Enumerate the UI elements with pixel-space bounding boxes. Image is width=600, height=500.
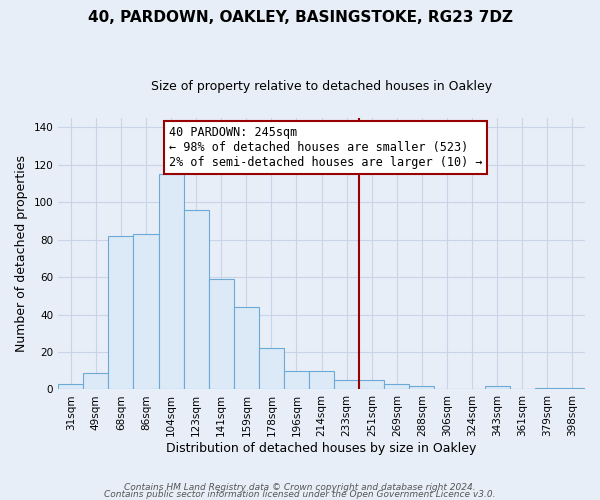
Bar: [535, 388, 560, 390]
X-axis label: Distribution of detached houses by size in Oakley: Distribution of detached houses by size …: [166, 442, 477, 455]
Bar: [309, 370, 334, 390]
Bar: [109, 236, 133, 390]
Bar: [234, 307, 259, 390]
Bar: [334, 380, 359, 390]
Bar: [284, 370, 309, 390]
Bar: [409, 386, 434, 390]
Text: 40 PARDOWN: 245sqm
← 98% of detached houses are smaller (523)
2% of semi-detache: 40 PARDOWN: 245sqm ← 98% of detached hou…: [169, 126, 482, 169]
Bar: [158, 174, 184, 390]
Bar: [184, 210, 209, 390]
Bar: [385, 384, 409, 390]
Bar: [133, 234, 158, 390]
Text: Contains HM Land Registry data © Crown copyright and database right 2024.: Contains HM Land Registry data © Crown c…: [124, 484, 476, 492]
Text: Contains public sector information licensed under the Open Government Licence v3: Contains public sector information licen…: [104, 490, 496, 499]
Bar: [83, 372, 109, 390]
Bar: [58, 384, 83, 390]
Y-axis label: Number of detached properties: Number of detached properties: [15, 155, 28, 352]
Bar: [359, 380, 385, 390]
Bar: [560, 388, 585, 390]
Bar: [259, 348, 284, 390]
Title: Size of property relative to detached houses in Oakley: Size of property relative to detached ho…: [151, 80, 492, 93]
Bar: [209, 279, 234, 390]
Text: 40, PARDOWN, OAKLEY, BASINGSTOKE, RG23 7DZ: 40, PARDOWN, OAKLEY, BASINGSTOKE, RG23 7…: [88, 10, 512, 25]
Bar: [485, 386, 510, 390]
